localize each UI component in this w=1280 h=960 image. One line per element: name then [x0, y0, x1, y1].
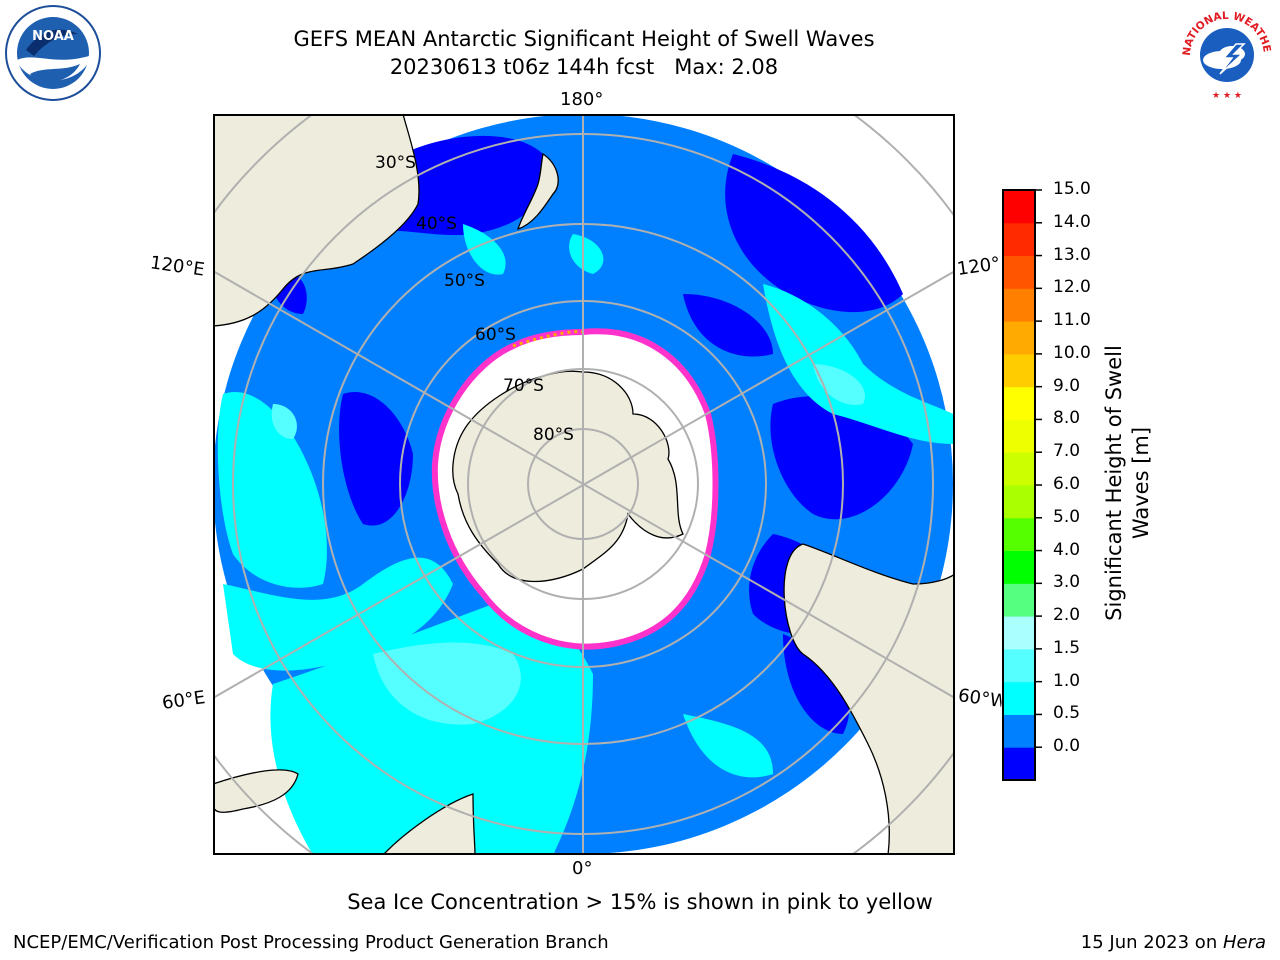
noaa-logo: NOAA: [5, 5, 101, 101]
credit-text: NCEP/EMC/Verification Post Processing Pr…: [13, 932, 609, 953]
lon-label-180: 180°: [560, 89, 604, 110]
lon-label-60e: 60°E: [160, 687, 207, 714]
lat-label-40s: 40°S: [416, 214, 457, 234]
colorbar-bin: [1003, 648, 1035, 683]
lat-label-60s: 60°S: [475, 325, 516, 345]
colorbar-tick-label: 12.0: [1053, 277, 1091, 298]
lat-label-50s: 50°S: [444, 271, 485, 291]
colorbar-bin: [1003, 288, 1035, 322]
colorbar-bin: [1003, 485, 1035, 519]
lat-label-70s: 70°S: [503, 376, 544, 396]
colorbar-tick-marks: [1035, 189, 1042, 748]
map-subtitle: 20230613 t06z 144h fcst Max: 2.08: [389, 55, 779, 79]
colorbar-tick-label: 8.0: [1053, 408, 1081, 429]
colorbar-bin: [1003, 386, 1035, 420]
colorbar: [1002, 189, 1042, 781]
colorbar-tick-label: 4.0: [1053, 539, 1081, 560]
colorbar-tick-label: 3.0: [1053, 572, 1081, 593]
colorbar-tick-label: 10.0: [1053, 342, 1091, 363]
date-text: 15 Jun 2023 on: [1080, 932, 1223, 953]
colorbar-tick-label: 13.0: [1053, 244, 1091, 265]
sea-ice-edge-yellow: [512, 330, 584, 348]
colorbar-bin: [1003, 616, 1035, 650]
colorbar-bin: [1003, 714, 1035, 748]
swell-1.5-2m-regions: [271, 364, 865, 725]
lon-label-0: 0°: [572, 858, 593, 879]
map-title: GEFS MEAN Antarctic Significant Height o…: [293, 27, 875, 51]
sea-ice-footnote: Sea Ice Concentration > 15% is shown in …: [347, 890, 933, 914]
colorbar-label-line-1: Significant Height of Swell: [1102, 345, 1126, 621]
colorbar-tick-label: 5.0: [1053, 506, 1081, 527]
colorbar-bin: [1003, 452, 1035, 486]
colorbar-tick-label: 2.0: [1053, 605, 1081, 626]
colorbar-bin: [1003, 222, 1035, 257]
graticule: [214, 115, 954, 854]
machine-name: Hera: [1222, 932, 1266, 953]
continents: [214, 115, 954, 854]
colorbar-tick-label: 14.0: [1053, 211, 1091, 232]
colorbar-bin: [1003, 550, 1035, 584]
date-stamp: 15 Jun 2023 on Hera: [1081, 932, 1266, 953]
colorbar-bin: [1003, 255, 1035, 289]
colorbar-bin: [1003, 353, 1035, 388]
colorbar-bin: [1003, 517, 1035, 552]
colorbar-bin: [1003, 747, 1035, 781]
colorbar-tick-label: 0.0: [1053, 736, 1081, 757]
colorbar-tick-label: 9.0: [1053, 375, 1081, 396]
colorbar-bin: [1003, 190, 1035, 224]
colorbar-tick-label: 0.5: [1053, 703, 1081, 724]
colorbar-tick-label: 15.0: [1053, 179, 1091, 199]
colorbar-tick-label: 11.0: [1053, 310, 1091, 331]
lon-label-120e: 120°E: [148, 252, 206, 281]
lat-label-80s: 80°S: [533, 425, 574, 445]
lat-label-30s: 30°S: [375, 153, 416, 173]
colorbar-bin: [1003, 419, 1035, 453]
colorbar-tick-label: 1.5: [1053, 637, 1081, 658]
colorbar-bin: [1003, 681, 1035, 715]
svg-text:★ ★ ★: ★ ★ ★: [1212, 91, 1242, 101]
colorbar-bin: [1003, 583, 1035, 617]
antarctic-map[interactable]: [213, 114, 955, 855]
colorbar-label-line-2: Waves [m]: [1129, 426, 1153, 540]
noaa-logo-text: NOAA: [32, 29, 74, 44]
colorbar-bins: [1003, 190, 1035, 781]
nws-logo: NATIONAL WEATHER SERVICE ★ ★ ★: [1178, 4, 1273, 101]
map-frame: [213, 114, 955, 855]
lon-label-120w: 120°W: [955, 253, 1003, 280]
colorbar-tick-label: 1.0: [1053, 670, 1081, 691]
colorbar-bin: [1003, 321, 1035, 355]
colorbar-tick-label: 7.0: [1053, 441, 1081, 462]
lon-label-60w: 60°W: [956, 685, 1004, 712]
colorbar-tick-label: 6.0: [1053, 474, 1081, 494]
